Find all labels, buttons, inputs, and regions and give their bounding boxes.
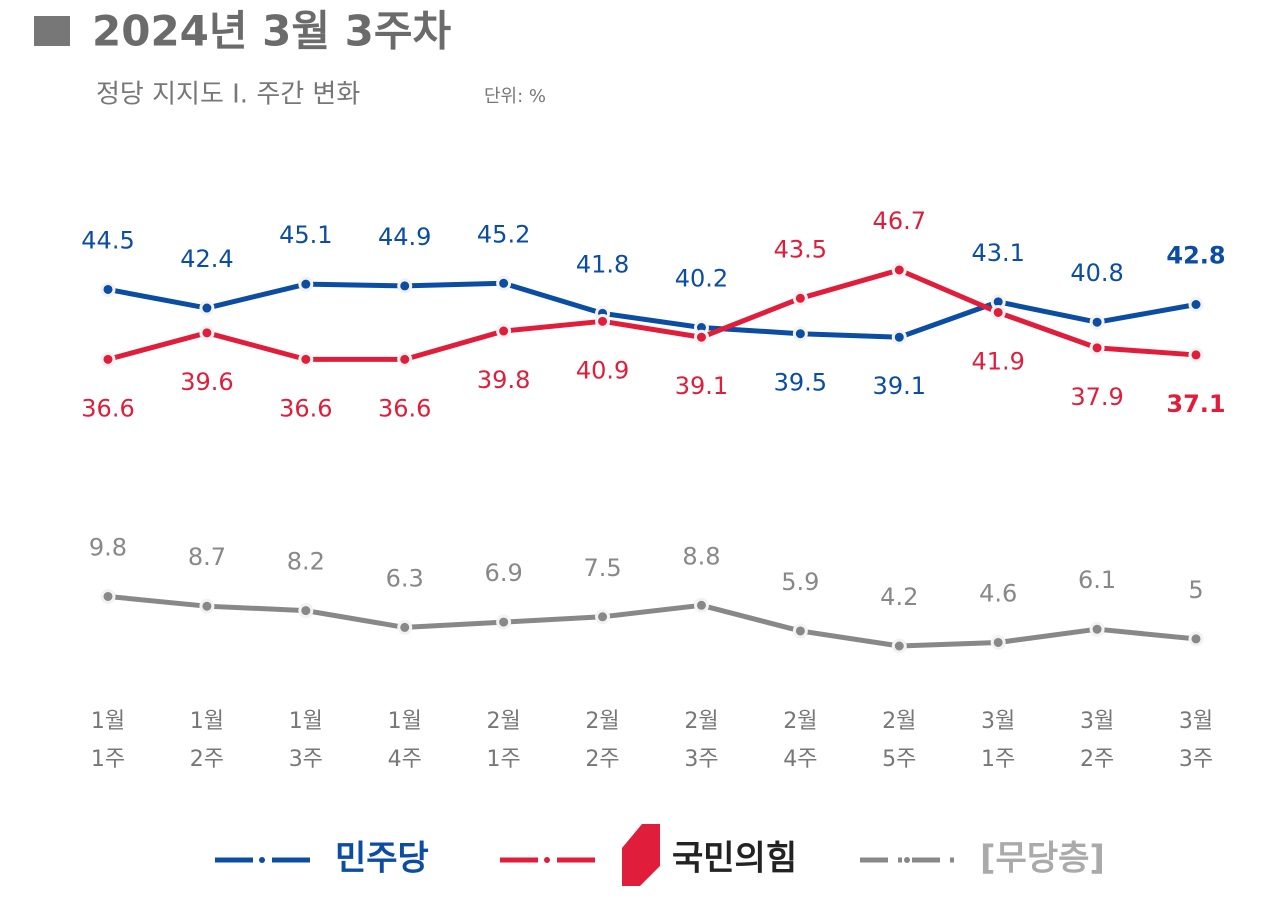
marker [792,326,808,342]
marker [1188,631,1204,647]
data-label: 42.8 [1166,242,1225,270]
data-label: 8.2 [287,548,325,576]
marker [1089,314,1105,330]
legend-label: 국민의힘 [672,839,797,879]
legend-dot [904,857,910,863]
data-label: 36.6 [279,394,332,422]
data-label: 6.1 [1078,566,1116,594]
marker [595,609,611,625]
x-tick-label: 2월 2주 [585,709,619,772]
data-label: 41.8 [576,250,629,278]
marker [496,275,512,291]
x-tick-label: 2월 3주 [684,709,718,772]
data-label: 41.9 [971,347,1024,375]
marker [891,638,907,654]
data-label: 43.5 [774,235,827,263]
data-label: 9.8 [89,533,127,561]
data-label: 4.2 [880,583,918,611]
legend-label: 민주당 [335,839,429,879]
marker [891,262,907,278]
x-tick-label: 1월 2주 [190,709,224,772]
data-label: 5 [1188,576,1203,604]
marker [100,351,116,367]
data-label: 39.1 [675,372,728,400]
marker [496,323,512,339]
marker [1188,297,1204,313]
data-label: 40.9 [576,356,629,384]
x-tick-label: 1월 4주 [388,709,422,772]
data-label: 8.8 [682,542,720,570]
data-label: 37.9 [1070,383,1123,411]
marker [496,614,512,630]
data-label: 37.1 [1166,390,1225,418]
marker [990,634,1006,650]
data-label: 39.1 [873,372,926,400]
x-tick-label: 1월 1주 [91,709,125,772]
data-label: 46.7 [873,207,926,235]
series-line [107,267,1197,362]
x-tick-label: 3월 3주 [1179,709,1213,772]
data-label: 5.9 [781,568,819,596]
data-label: 42.4 [180,245,233,273]
legend-dot [544,857,550,863]
data-label: 8.7 [188,543,226,571]
unit-label: 단위: % [484,86,546,107]
data-label: 7.5 [583,554,621,582]
x-tick-label: 2월 1주 [487,709,521,772]
legend-logo [622,824,660,886]
marker [990,304,1006,320]
data-label: 36.6 [378,394,431,422]
data-label: 6.9 [485,559,523,587]
marker [1089,340,1105,356]
legend-label: [무당층] [980,839,1105,879]
x-tick-label: 3월 1주 [981,709,1015,772]
legend-dot [259,857,265,863]
marker [298,351,314,367]
data-label: 6.3 [386,564,424,592]
marker [298,276,314,292]
marker [1089,621,1105,637]
marker [693,329,709,345]
marker [891,329,907,345]
chart-title: 2024년 3월 3주차 [92,7,452,56]
marker [199,325,215,341]
data-label: 45.2 [477,220,530,248]
title-square [34,16,70,46]
data-label: 45.1 [279,221,332,249]
data-label: 39.5 [774,369,827,397]
marker [100,281,116,297]
x-tick-label: 3월 2주 [1080,709,1114,772]
data-label: 44.9 [378,223,431,251]
x-tick-label: 2월 4주 [783,709,817,772]
marker [792,623,808,639]
data-label: 40.2 [675,265,728,293]
marker [792,290,808,306]
series-line [107,280,1197,340]
marker [693,597,709,613]
data-label: 36.6 [81,394,134,422]
marker [397,351,413,367]
x-tick-label: 2월 5주 [882,709,916,772]
x-tick-label: 1월 3주 [289,709,323,772]
marker [595,313,611,329]
data-label: 4.6 [979,579,1017,607]
chart-subtitle: 정당 지지도 Ⅰ. 주간 변화 [96,80,360,110]
marker [199,598,215,614]
data-label: 39.6 [180,368,233,396]
marker [397,278,413,294]
data-label: 44.5 [81,226,134,254]
marker [100,588,116,604]
marker [1188,347,1204,363]
marker [397,619,413,635]
series-line [107,593,1197,649]
data-label: 43.1 [971,239,1024,267]
data-label: 40.8 [1070,259,1123,287]
marker [199,300,215,316]
marker [298,603,314,619]
data-label: 39.8 [477,366,530,394]
